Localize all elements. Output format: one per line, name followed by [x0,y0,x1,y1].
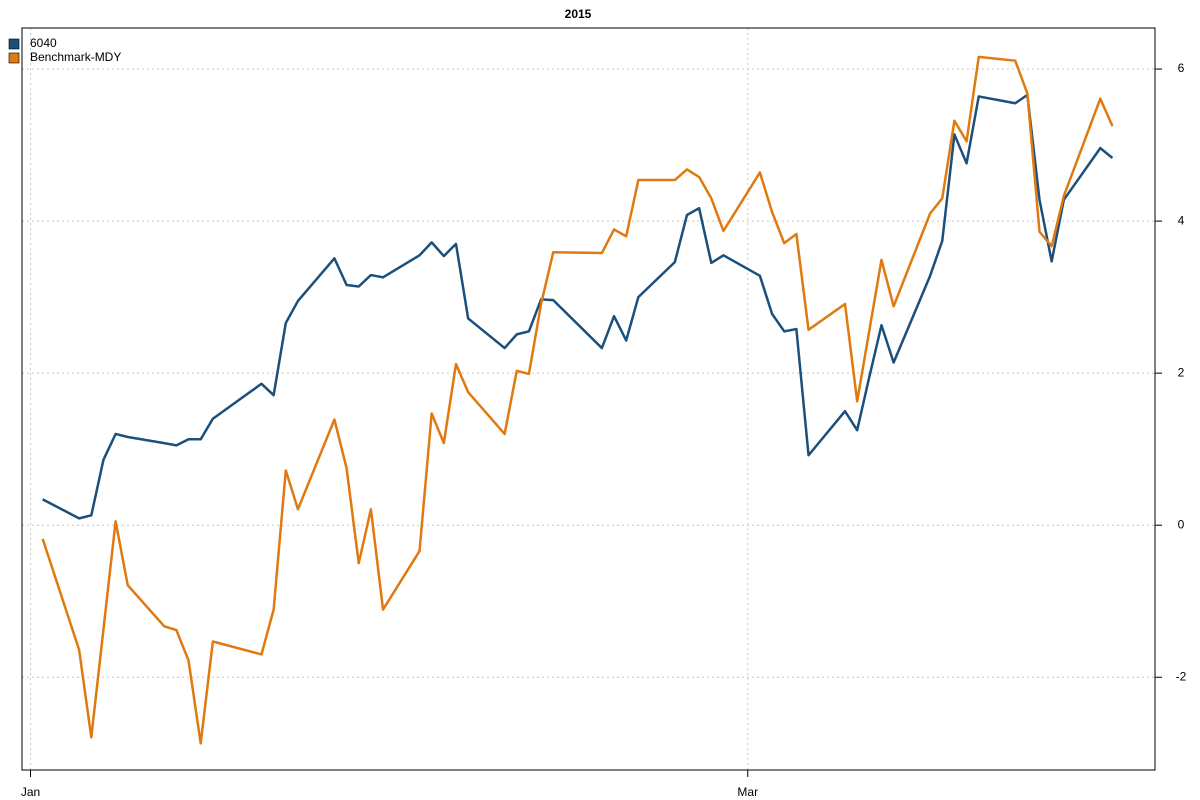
y-tick-label: 0 [1178,517,1185,531]
y-tick-label: 4 [1178,213,1185,227]
x-tick-label: Jan [21,785,40,799]
y-tick-label: -2 [1176,669,1187,683]
y-tick-label: 6 [1178,61,1185,75]
y-tick-label: 2 [1178,365,1185,379]
legend-label: Benchmark-MDY [30,50,121,64]
series-line [42,93,1114,520]
chart-title: 2015 [565,7,592,21]
legend-swatch [8,38,20,50]
plot-frame [21,27,1156,771]
series-line [41,55,1114,745]
legend-swatch [8,52,20,64]
legend-label: 6040 [30,36,57,50]
x-tick-label: Mar [737,785,758,799]
